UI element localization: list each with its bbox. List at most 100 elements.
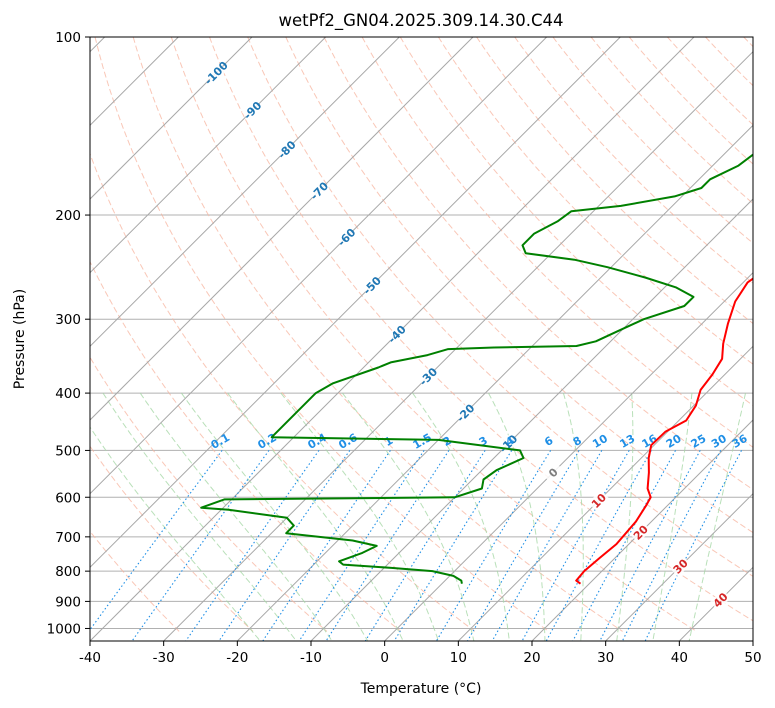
dry-adiabat: [361, 37, 753, 448]
mixing-ratio-line: [185, 450, 320, 641]
dry-adiabat: [94, 37, 549, 632]
y-tick-label: 800: [55, 564, 81, 580]
dry-adiabat: [247, 37, 753, 577]
moist-adiabat: [280, 392, 440, 641]
isotherm-label-bg: [542, 461, 564, 484]
moist-adiabat: [488, 392, 546, 641]
isotherm-label-bg: [386, 323, 408, 345]
x-tick-label: 30: [597, 650, 614, 666]
dry-adiabat: [437, 37, 753, 365]
x-tick-label: 0: [380, 650, 389, 666]
mixing-ratio-line: [393, 450, 513, 641]
mixing-ratio-label: 30: [709, 432, 729, 451]
axis-layer: -40 -30 -20 -10 0 10 20 30 40 5010020030040050060…: [47, 30, 762, 666]
isotherm-label-bg: [276, 138, 298, 161]
isotherm-line: [90, 37, 548, 495]
grid-layer: [90, 37, 753, 641]
isotherm-label: -100: [202, 59, 231, 88]
dry-adiabat: [90, 152, 476, 632]
isotherm-label-bg: [588, 490, 610, 512]
mixing-ratio-label: 0.4: [306, 431, 330, 452]
mixing-ratio-line: [572, 450, 676, 641]
mixing-ratio-line: [364, 450, 486, 641]
dry-adiabat: [514, 37, 753, 284]
y-tick-label: 100: [55, 30, 81, 46]
isotherm-line: [90, 37, 621, 569]
mixing-ratio-label: 1: [382, 434, 395, 449]
moist-adiabat: [562, 392, 584, 641]
isotherm-label-bg: [669, 555, 691, 577]
moist-adiabat: [139, 392, 333, 641]
temperature-profile-line: [575, 277, 753, 585]
y-tick-label: 500: [55, 443, 81, 459]
isotherm-label-bg: [709, 589, 731, 611]
mixing-ratio-line: [131, 450, 270, 641]
isotherm-line: [752, 640, 753, 641]
isotherm-line: [90, 37, 474, 421]
isotherm-label-bg: [241, 99, 264, 121]
dry-adiabat: [90, 260, 402, 632]
mixing-ratio-line: [262, 450, 391, 641]
dry-adiabat: [90, 356, 328, 632]
y-tick-label: 700: [55, 530, 81, 546]
mixing-ratio-line: [545, 450, 652, 641]
moist-adiabat: [688, 392, 746, 641]
mixing-ratio-line: [491, 450, 603, 641]
dry-adiabat: [552, 37, 753, 244]
y-tick-label: 200: [55, 208, 81, 224]
mixing-ratio-label: 25: [689, 432, 709, 451]
mixing-ratio-label: 1.5: [411, 431, 434, 452]
x-tick-label: 50: [744, 650, 761, 666]
moist-adiabat: [180, 392, 369, 641]
mixing-ratio-label: 20: [664, 432, 684, 451]
dry-adiabat: [628, 37, 753, 165]
dewpoint-profile-line: [200, 153, 753, 584]
dry-adiabat: [132, 37, 623, 632]
x-tick-label: 20: [523, 650, 540, 666]
moist-adiabat: [652, 393, 693, 641]
isotherm-line: [678, 566, 753, 641]
isotherm-label-bg: [454, 402, 477, 424]
y-axis-label: Pressure (hPa): [12, 289, 28, 389]
y-tick-label: 300: [55, 312, 81, 328]
y-tick-label: 400: [55, 386, 81, 402]
isotherm-line: [457, 345, 753, 641]
isotherm-line: [90, 37, 253, 200]
moist-adiabat: [616, 393, 634, 641]
isotherm-line: [90, 37, 327, 274]
isotherm-label-bg: [205, 62, 227, 84]
mixing-ratio-line: [298, 450, 425, 641]
x-tick-label: -30: [153, 650, 175, 666]
y-tick-label: 600: [55, 490, 81, 506]
isotherm-label-bg: [361, 274, 383, 296]
mixing-ratio-label: 10: [590, 432, 610, 451]
isotherm-label: -90: [241, 99, 264, 122]
x-tick-label: 40: [671, 650, 688, 666]
isotherm-line: [531, 419, 753, 641]
x-axis-label: Temperature (°C): [360, 681, 482, 697]
isotherm-label-bg: [308, 180, 330, 202]
mixing-ratio-line: [621, 450, 722, 641]
isotherm-line: [236, 124, 753, 641]
isotherm-line: [310, 198, 753, 641]
dry-adiabat: [323, 37, 753, 491]
dry-adiabat: [705, 37, 753, 87]
mixing-ratio-line: [644, 450, 742, 641]
dry-adiabat: [170, 37, 697, 632]
dry-adiabat: [667, 37, 753, 126]
isotherm-line: [163, 50, 753, 641]
moist-adiabat: [342, 392, 475, 641]
dry-adiabat: [743, 37, 753, 48]
mixing-ratio-label: 6: [542, 434, 555, 449]
mixing-ratio-label: 8: [571, 434, 584, 449]
isotherm-label-bg: [417, 365, 439, 388]
y-tick-label: 900: [55, 594, 81, 610]
mixing-ratio-line: [325, 450, 450, 641]
mixing-ratio-line: [90, 450, 223, 631]
x-tick-label: -20: [226, 650, 248, 666]
mixing-ratio-line: [218, 450, 351, 641]
x-tick-label: 10: [450, 650, 467, 666]
y-tick-label: 1000: [47, 621, 81, 637]
chart-title: wetPf2_GN04.2025.309.14.30.C44: [279, 11, 564, 31]
